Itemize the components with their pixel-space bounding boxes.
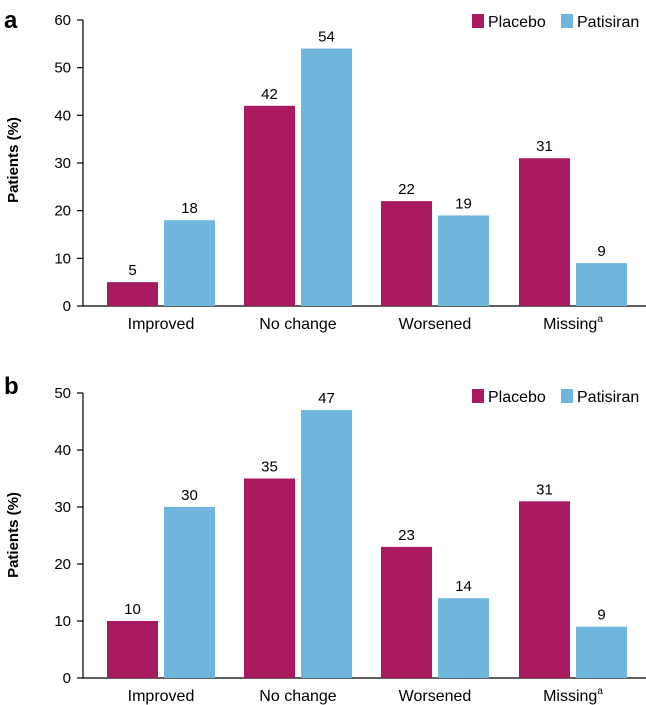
- y-tick-label: 10: [54, 613, 71, 630]
- x-tick-label: Missinga: [543, 314, 603, 333]
- bar-value-label: 31: [536, 481, 553, 498]
- panel-label: b: [4, 373, 19, 400]
- y-tick-label: 60: [54, 12, 71, 29]
- legend-label-patisiran: Patisiran: [577, 389, 639, 406]
- bar-placebo: [519, 501, 570, 678]
- legend-label-placebo: Placebo: [488, 389, 546, 406]
- bar-value-label: 23: [398, 527, 415, 544]
- legend-label-patisiran: Patisiran: [577, 14, 639, 31]
- legend-swatch-patisiran: [561, 389, 573, 403]
- y-tick-label: 30: [54, 499, 71, 516]
- bar-patisiran: [301, 48, 352, 306]
- y-tick-label: 30: [54, 155, 71, 172]
- bar-patisiran: [164, 507, 215, 678]
- bar-value-label: 9: [597, 243, 605, 260]
- y-tick-label: 0: [63, 298, 71, 315]
- y-tick-label: 50: [54, 385, 71, 402]
- bar-value-label: 42: [261, 86, 278, 103]
- x-tick-label: Improved: [128, 316, 195, 333]
- legend-swatch-placebo: [472, 389, 484, 403]
- bar-patisiran: [164, 220, 215, 306]
- bar-value-label: 14: [455, 578, 472, 595]
- x-tick-label: Improved: [128, 688, 195, 705]
- y-tick-label: 0: [63, 670, 71, 687]
- x-tick-label: Worsened: [399, 688, 472, 705]
- panel-label: a: [4, 7, 18, 34]
- bar-placebo: [107, 621, 158, 678]
- legend-label-placebo: Placebo: [488, 14, 546, 31]
- legend-swatch-placebo: [472, 14, 484, 28]
- x-tick-label: Worsened: [399, 316, 472, 333]
- y-tick-label: 20: [54, 203, 71, 220]
- x-tick-label: No change: [259, 316, 336, 333]
- bar-placebo: [244, 105, 295, 306]
- bar-value-label: 31: [536, 138, 553, 155]
- bar-placebo: [381, 546, 432, 678]
- bar-placebo: [519, 158, 570, 306]
- bar-patisiran: [576, 263, 627, 306]
- bar-value-label: 22: [398, 181, 415, 198]
- bar-value-label: 19: [455, 195, 472, 212]
- y-tick-label: 20: [54, 556, 71, 573]
- bar-value-label: 5: [128, 262, 136, 279]
- panel-a: a Patients (%) Placebo Patisiran 0 10 20 30…: [4, 7, 646, 333]
- bar-placebo: [244, 478, 295, 678]
- bar-patisiran: [438, 215, 489, 306]
- bar-value-label: 10: [124, 601, 141, 618]
- bar-placebo: [381, 201, 432, 306]
- bar-value-label: 30: [181, 487, 198, 504]
- y-tick-label: 50: [54, 60, 71, 77]
- legend-swatch-patisiran: [561, 14, 573, 28]
- y-tick-label: 40: [54, 442, 71, 459]
- bar-value-label: 47: [318, 390, 335, 407]
- bar-value-label: 9: [597, 607, 605, 624]
- bar-patisiran: [301, 410, 352, 678]
- bar-placebo: [107, 282, 158, 306]
- bar-value-label: 54: [318, 29, 335, 46]
- y-axis-label: Patients (%): [5, 117, 22, 203]
- panel-b: b Patients (%) Placebo Patisiran 0 10 20 30…: [4, 373, 646, 705]
- x-tick-label: Missinga: [543, 686, 603, 705]
- y-tick-label: 40: [54, 107, 71, 124]
- bar-patisiran: [576, 626, 627, 678]
- bar-patisiran: [438, 598, 489, 678]
- bar-value-label: 35: [261, 459, 278, 476]
- y-axis-label: Patients (%): [5, 492, 22, 578]
- y-tick-label: 10: [54, 250, 71, 267]
- bar-value-label: 18: [181, 200, 198, 217]
- x-tick-label: No change: [259, 688, 336, 705]
